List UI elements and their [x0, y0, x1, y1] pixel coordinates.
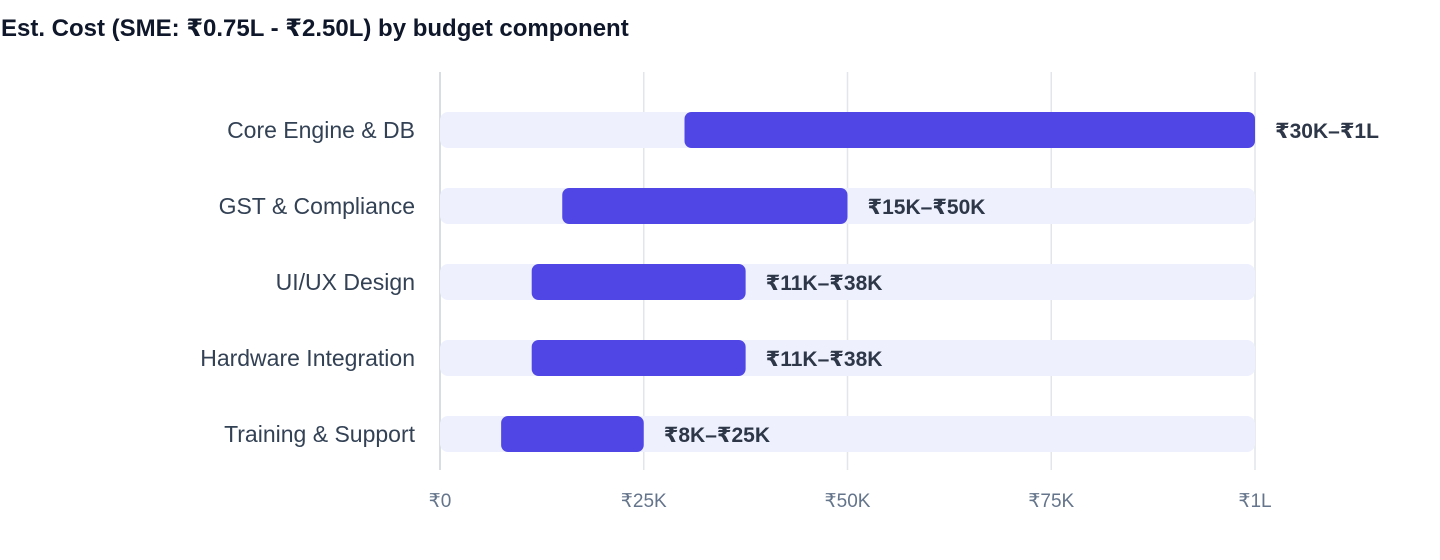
range-bar	[501, 416, 644, 452]
value-label: ₹11K–₹38K	[766, 272, 883, 295]
range-bar	[562, 188, 848, 224]
value-label: ₹30K–₹1L	[1275, 120, 1379, 143]
x-tick-label: ₹50K	[825, 491, 871, 512]
category-label: Hardware Integration	[200, 345, 415, 371]
x-tick-label: ₹1L	[1238, 491, 1271, 512]
category-label: UI/UX Design	[276, 269, 415, 295]
category-label: Training & Support	[224, 421, 416, 447]
x-tick-label: ₹0	[429, 491, 452, 512]
category-label: GST & Compliance	[219, 193, 415, 219]
category-label: Core Engine & DB	[227, 117, 415, 143]
chart-title: Est. Cost (SME: ₹0.75L - ₹2.50L) by budg…	[1, 15, 629, 42]
x-tick-label: ₹25K	[621, 491, 667, 512]
value-label: ₹8K–₹25K	[664, 424, 770, 447]
value-label: ₹11K–₹38K	[766, 348, 883, 371]
x-tick-label: ₹75K	[1028, 491, 1074, 512]
x-axis-ticks: ₹0 ₹25K ₹50K ₹75K ₹1L	[429, 491, 1272, 512]
value-labels: ₹30K–₹1L ₹15K–₹50K ₹11K–₹38K ₹11K–₹38K ₹8K–₹…	[664, 120, 1379, 447]
range-bar	[684, 112, 1255, 148]
category-labels: Core Engine & DB GST & Compliance UI/UX De…	[200, 117, 415, 447]
range-bars	[501, 112, 1255, 452]
value-label: ₹15K–₹50K	[868, 196, 986, 219]
range-bar	[531, 264, 746, 300]
range-bar	[531, 340, 746, 376]
